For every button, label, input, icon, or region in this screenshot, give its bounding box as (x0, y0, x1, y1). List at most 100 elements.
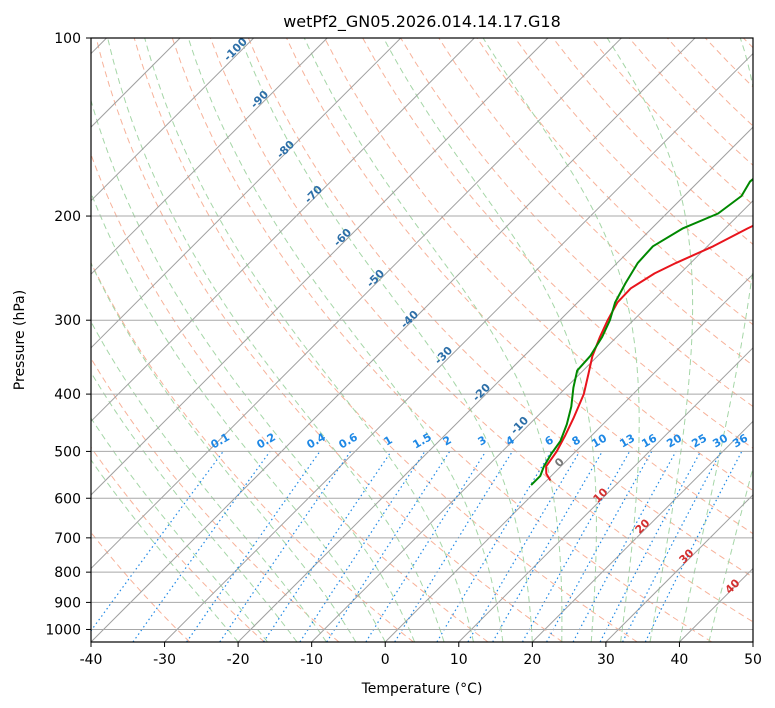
x-tick-label: 0 (381, 652, 390, 668)
y-tick-label: 100 (54, 31, 81, 47)
mixing-ratio-line (572, 451, 677, 642)
line-labels: -100 -90 -80-70 -60 -50 -40 -30 -20 -10 0.1 0.2 0.4… (209, 35, 751, 597)
mixing-ratio-label: 0.1 (209, 430, 232, 451)
y-tick-label: 900 (54, 595, 81, 611)
y-tick-label: 800 (54, 565, 81, 581)
dry-adiabat (95, 38, 563, 642)
chart-title: wetPf2_GN05.2026.014.14.17.G18 (283, 12, 561, 32)
y-tick-label: 400 (54, 387, 81, 403)
mixing-ratio-label: 13 (617, 432, 637, 451)
isotherm-line (679, 567, 753, 642)
isotherm-line (91, 38, 255, 202)
dry-adiabat (438, 38, 753, 366)
moist-adiabat-label: 40 (723, 576, 743, 596)
isotherm-label: -90 (248, 88, 271, 111)
mixing-ratio-line (132, 451, 271, 642)
mixing-ratio-label: 0.6 (337, 430, 361, 451)
dewpoint-profile-line (530, 177, 753, 486)
isotherm-line (458, 347, 753, 642)
isotherm-line (91, 38, 402, 349)
pressure-gridlines (91, 38, 753, 630)
x-tick-label: 30 (597, 652, 615, 668)
dry-adiabat (324, 38, 753, 492)
dry-adiabat (91, 153, 489, 642)
x-axis-ticks: -40 -30 -20 -10 0 10 20 30 40 50 (80, 642, 762, 668)
mixing-ratio-line (644, 451, 743, 642)
isotherm-label: -10 (508, 414, 531, 437)
mixing-ratio-label: 6 (543, 433, 556, 448)
mixing-ratio-line (299, 451, 426, 642)
isotherm-line (91, 38, 549, 496)
dry-adiabat (704, 38, 753, 88)
moist-adiabat (383, 38, 597, 642)
mixing-ratio-label: 1.5 (411, 430, 434, 451)
mixing-ratio-label: 16 (639, 431, 659, 450)
moist-adiabat (240, 38, 533, 642)
isotherm-line (311, 199, 753, 642)
moist-adiabat (708, 465, 753, 642)
moist-adiabat-label: 20 (633, 516, 653, 536)
x-tick-label: 10 (450, 652, 468, 668)
mixing-ratio-line (394, 451, 513, 642)
y-tick-label: 600 (54, 491, 81, 507)
moist-adiabat (91, 320, 327, 642)
isotherm-line (91, 38, 622, 570)
x-tick-label: -10 (300, 652, 323, 668)
x-tick-label: 20 (523, 652, 541, 668)
isotherm-label: -100 (221, 35, 250, 64)
isotherm-label: -70 (302, 183, 325, 206)
mixing-ratio-line (91, 451, 224, 632)
x-tick-label: -40 (80, 652, 103, 668)
dry-adiabat (133, 38, 638, 642)
x-tick-label: 40 (671, 652, 689, 668)
mixing-ratio-line (219, 451, 352, 642)
dry-adiabat (743, 38, 753, 49)
moist-adiabat (144, 38, 474, 642)
mixing-ratio-line (436, 451, 552, 642)
dry-adiabat (91, 357, 340, 642)
isotherm-line (91, 38, 696, 642)
y-tick-label: 300 (54, 313, 81, 329)
mixing-ratio-label: 1 (382, 433, 395, 448)
mixing-ratio-label: 0.4 (305, 430, 329, 451)
y-axis-ticks: 100 200 300 400 500 600 700 800 900 1000 (45, 31, 91, 638)
mixing-ratio-lines (91, 451, 743, 642)
isotherm-label: -50 (364, 267, 387, 290)
mixing-ratio-label: 3 (476, 433, 489, 448)
moist-adiabat-label: 30 (677, 546, 697, 566)
moist-adiabat (187, 38, 504, 642)
dry-adiabat (286, 38, 753, 535)
isotherm-label: -60 (331, 226, 354, 249)
mixing-ratio-label: 20 (664, 431, 684, 450)
plot-frame (90, 37, 754, 643)
dry-adiabat (209, 38, 753, 623)
isotherm-line (384, 273, 753, 642)
isotherm-line (164, 52, 753, 642)
x-tick-label: 50 (744, 652, 762, 668)
mixing-ratio-line (326, 451, 451, 642)
isotherm-label: -80 (274, 138, 297, 161)
moist-adiabat (482, 38, 640, 642)
y-axis-label: Pressure (hPa) (12, 290, 28, 390)
dry-adiabat (91, 531, 191, 642)
mixing-ratio-line (467, 451, 581, 642)
temperature-profile-line (545, 224, 753, 482)
isotherm-line (752, 641, 753, 642)
mixing-ratio-label: 36 (730, 431, 750, 450)
y-tick-label: 700 (54, 531, 81, 547)
y-tick-label: 200 (54, 209, 81, 225)
isotherm-line (91, 38, 475, 423)
moist-adiabat (107, 38, 445, 642)
dry-adiabat (514, 38, 753, 285)
moist-adiabat (91, 458, 239, 642)
x-tick-label: -30 (153, 652, 176, 668)
moist-adiabat (606, 38, 694, 642)
mixing-ratio-label: 0.2 (255, 430, 278, 451)
moist-adiabat (91, 417, 268, 642)
mixing-ratio-line (546, 451, 653, 642)
mixing-ratio-line (262, 451, 392, 642)
y-tick-label: 500 (54, 444, 81, 460)
dry-adiabat (552, 38, 753, 245)
x-axis-label: Temperature (°C) (361, 681, 483, 697)
